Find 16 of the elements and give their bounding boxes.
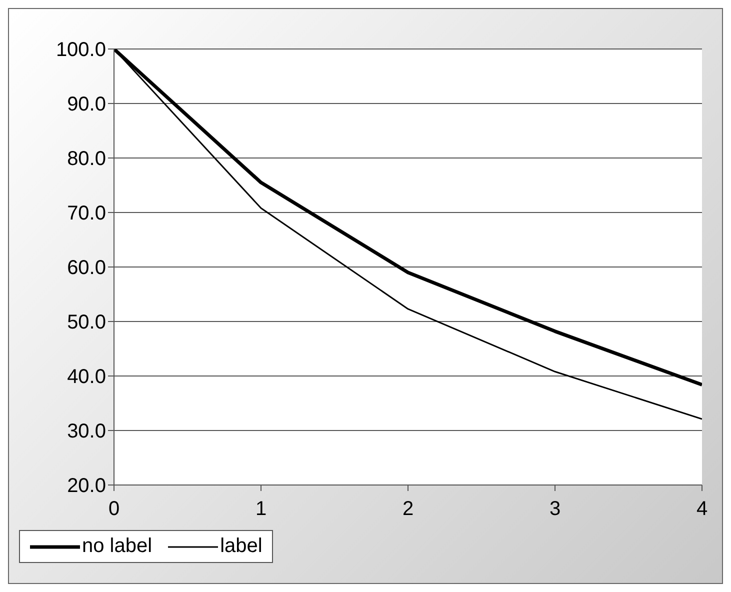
y-tick-label: 100.0: [56, 39, 106, 62]
y-tick-label: 50.0: [67, 312, 106, 334]
x-tick-label: 4: [696, 498, 708, 520]
y-tick-label: 40.0: [67, 366, 106, 388]
x-tick-label: 0: [108, 498, 120, 520]
legend-label: no label: [82, 535, 152, 558]
legend-label: label: [220, 535, 262, 558]
y-tick-label: 20.0: [67, 475, 106, 498]
y-tick-label: 60.0: [67, 257, 106, 280]
y-tick-label: 30.0: [67, 420, 106, 443]
x-tick-label: 3: [549, 498, 561, 520]
y-tick-label: 90.0: [67, 94, 106, 116]
x-tick-label: 2: [402, 498, 414, 520]
y-tick-label: 80.0: [67, 148, 106, 170]
x-tick-label: 1: [255, 498, 267, 520]
y-tick-label: 70.0: [67, 202, 106, 225]
